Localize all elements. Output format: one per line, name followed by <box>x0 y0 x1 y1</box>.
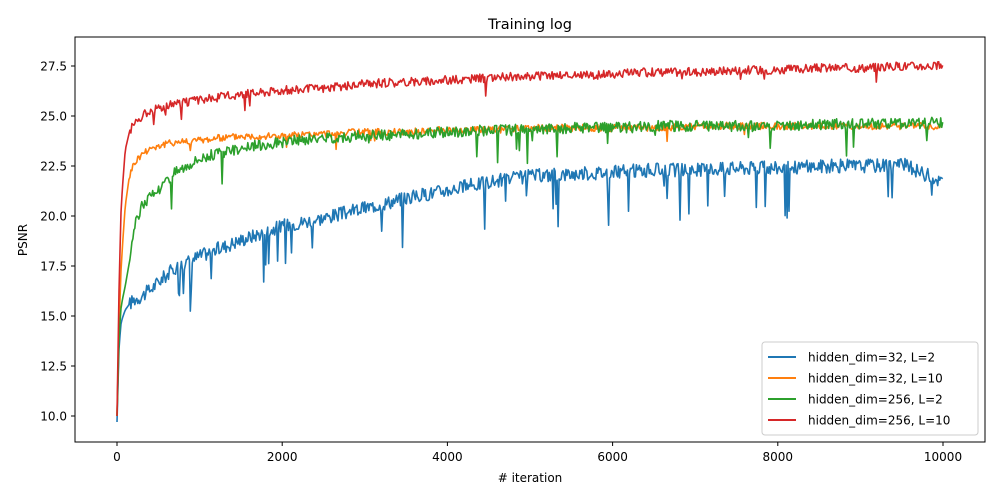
y-tick-label: 25.0 <box>40 110 67 124</box>
series-line <box>116 60 944 417</box>
x-tick-label: 10000 <box>924 450 962 464</box>
legend-entry: hidden_dim=32, L=2 <box>808 351 935 365</box>
y-tick-label: 27.5 <box>40 60 67 74</box>
y-tick-label: 22.5 <box>40 160 67 174</box>
x-axis: 0 2000 4000 6000 8000 10000 <box>113 442 962 464</box>
x-tick-label: 8000 <box>763 450 794 464</box>
series-line <box>116 116 944 417</box>
x-axis-label: # iteration <box>498 471 563 485</box>
y-tick-label: 10.0 <box>40 410 67 424</box>
y-axis: 10.0 12.5 15.0 17.5 20.0 22.5 25.0 27.5 <box>40 60 75 424</box>
y-tick-label: 17.5 <box>40 260 67 274</box>
legend: hidden_dim=32, L=2 hidden_dim=32, L=10 hid… <box>761 341 979 436</box>
plot-area <box>116 60 944 423</box>
legend-box <box>761 341 979 436</box>
x-tick-label: 0 <box>113 450 121 464</box>
y-axis-label: PSNR <box>16 224 30 256</box>
legend-entry: hidden_dim=256, L=2 <box>808 393 943 407</box>
axes-frame <box>74 36 986 443</box>
y-tick-label: 15.0 <box>40 310 67 324</box>
series-line <box>116 157 944 423</box>
y-tick-label: 20.0 <box>40 210 67 224</box>
legend-entry: hidden_dim=256, L=10 <box>808 414 950 428</box>
y-tick-label: 12.5 <box>40 360 67 374</box>
x-tick-label: 4000 <box>432 450 463 464</box>
x-tick-label: 6000 <box>597 450 628 464</box>
legend-entry: hidden_dim=32, L=10 <box>808 372 943 386</box>
chart-title: Training log <box>487 17 572 33</box>
x-tick-label: 2000 <box>267 450 298 464</box>
